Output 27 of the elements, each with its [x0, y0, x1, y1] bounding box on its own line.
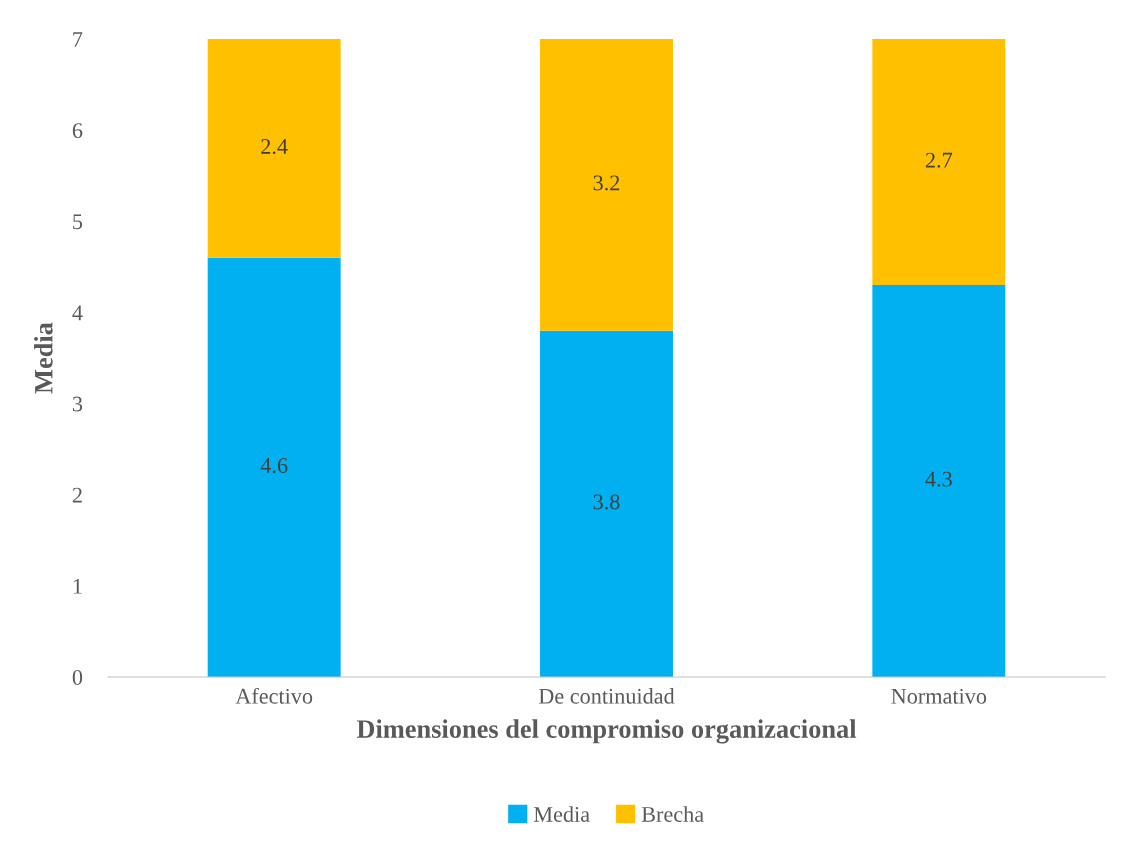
bar: [540, 330, 673, 677]
legend-label: Brecha: [641, 806, 704, 822]
x-tick-label: De continuidad: [538, 688, 675, 704]
bar: [207, 257, 341, 677]
x-axis-title: Dimensiones del compromiso organizacional: [356, 719, 857, 744]
x-tick-label: Normativo: [891, 688, 987, 704]
data-label: 2.7: [925, 152, 953, 168]
bar: [540, 39, 673, 331]
y-tick-label: 0: [72, 669, 83, 685]
data-label: 3.2: [593, 175, 620, 191]
bar: [207, 39, 341, 258]
data-label: 4.6: [260, 458, 288, 474]
x-tick-label: Afectivo: [235, 687, 313, 704]
y-tick-label: 7: [73, 32, 83, 47]
y-tick-label: 5: [73, 214, 83, 230]
y-tick-label: 1: [73, 578, 82, 594]
bar: [872, 285, 1006, 677]
data-label: 4.3: [925, 471, 952, 487]
y-tick-label: 3: [72, 396, 83, 412]
bar: [872, 39, 1006, 286]
y-axis-title: Media: [34, 322, 53, 394]
data-label: 2.4: [261, 139, 288, 155]
y-tick-label: 2: [72, 487, 82, 503]
legend-label: Media: [533, 806, 590, 822]
y-tick-label: 4: [72, 305, 83, 321]
y-tick-label: 6: [72, 123, 83, 139]
data-label: 3.8: [593, 494, 620, 510]
